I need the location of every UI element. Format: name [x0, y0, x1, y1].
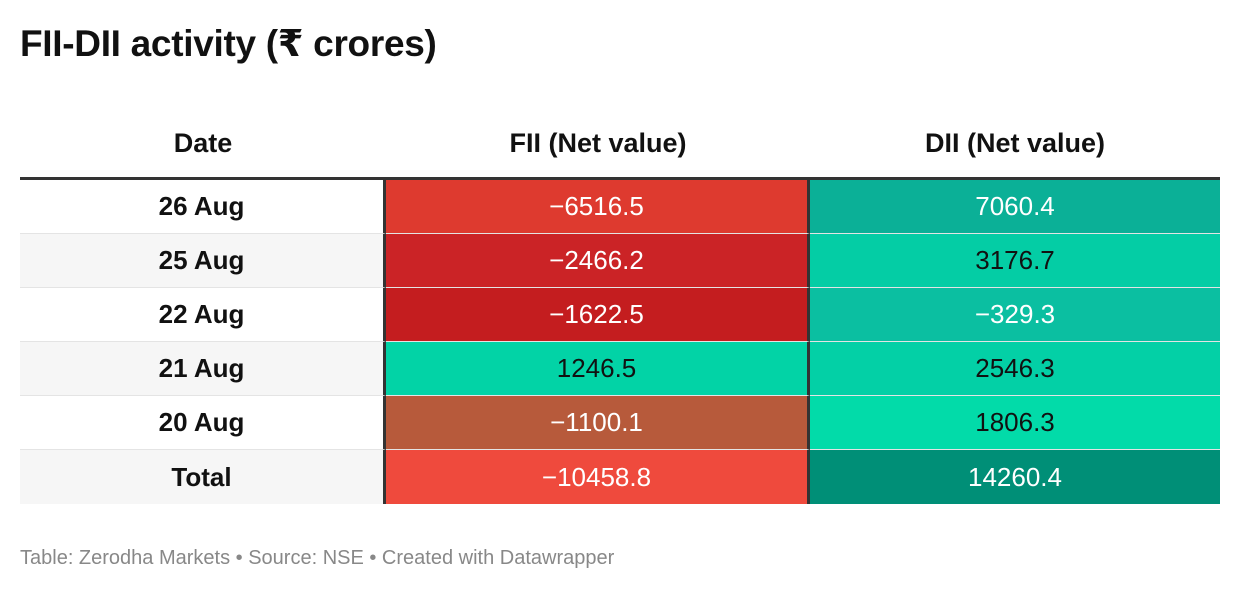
- date-cell: Total: [20, 450, 386, 504]
- header-fii[interactable]: FII (Net value): [509, 128, 687, 158]
- table-row: Total −10458.8 14260.4: [20, 450, 1220, 504]
- dii-value-cell: −329.3: [810, 288, 1220, 342]
- table-row: 21 Aug 1246.5 2546.3: [20, 342, 1220, 396]
- table-row: 20 Aug −1100.1 1806.3: [20, 396, 1220, 450]
- date-cell: 20 Aug: [20, 396, 386, 450]
- table-row: 22 Aug −1622.5 −329.3: [20, 288, 1220, 342]
- table-row: 26 Aug −6516.5 7060.4: [20, 180, 1220, 234]
- fii-value-cell: −6516.5: [386, 180, 810, 234]
- fii-value-cell: −1622.5: [386, 288, 810, 342]
- fii-dii-table: Date FII (Net value) DII (Net value) 26 …: [20, 110, 1220, 504]
- source-note: Table: Zerodha Markets • Source: NSE • C…: [20, 547, 615, 569]
- header-dii[interactable]: DII (Net value): [924, 128, 1106, 158]
- date-cell: 25 Aug: [20, 234, 386, 288]
- fii-value-cell: −10458.8: [386, 450, 810, 504]
- dii-value-cell: 2546.3: [810, 342, 1220, 396]
- dii-value-cell: 3176.7: [810, 234, 1220, 288]
- table-header: Date FII (Net value) DII (Net value): [20, 110, 1220, 180]
- dii-value-cell: 7060.4: [810, 180, 1220, 234]
- date-cell: 21 Aug: [20, 342, 386, 396]
- header-date[interactable]: Date: [173, 128, 233, 158]
- dii-value-cell: 14260.4: [810, 450, 1220, 504]
- date-cell: 22 Aug: [20, 288, 386, 342]
- fii-value-cell: −1100.1: [386, 396, 810, 450]
- fii-value-cell: −2466.2: [386, 234, 810, 288]
- dii-value-cell: 1806.3: [810, 396, 1220, 450]
- fii-value-cell: 1246.5: [386, 342, 810, 396]
- chart-title: FII-DII activity (₹ crores): [20, 23, 437, 64]
- date-cell: 26 Aug: [20, 180, 386, 234]
- table-body: 26 Aug −6516.5 7060.4 25 Aug −2466.2 3176.7 22…: [20, 180, 1220, 504]
- table-row: 25 Aug −2466.2 3176.7: [20, 234, 1220, 288]
